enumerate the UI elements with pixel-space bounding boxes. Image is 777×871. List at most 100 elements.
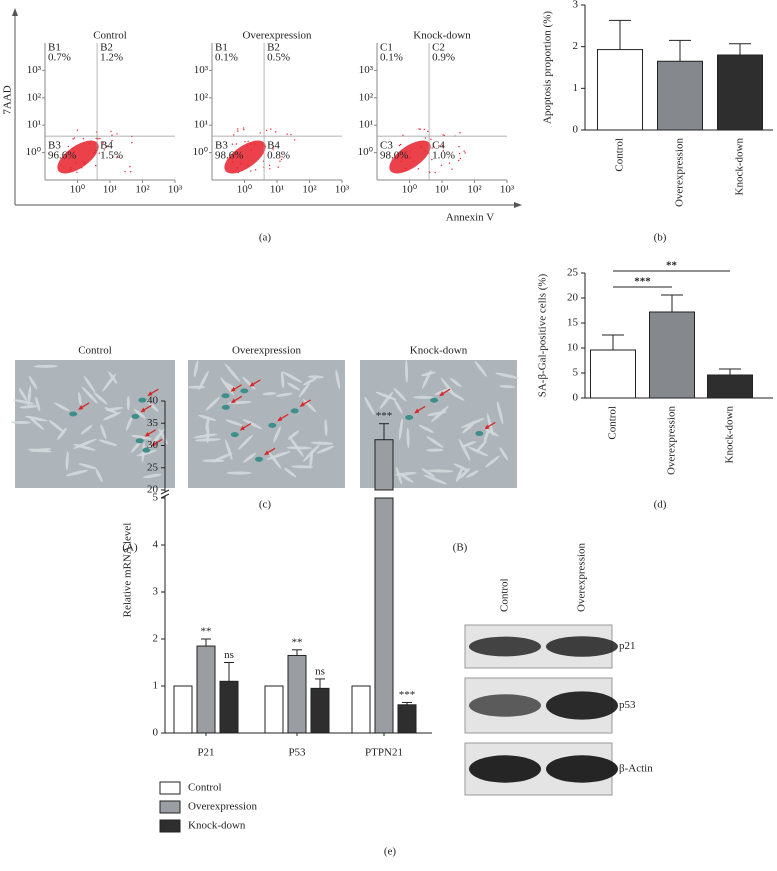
image-title: Knock-down xyxy=(410,345,468,357)
y-tick-label: 5 xyxy=(573,367,579,379)
cell xyxy=(24,415,48,422)
stained-cell xyxy=(240,388,249,394)
cell xyxy=(100,424,107,440)
cell-dot xyxy=(281,156,283,158)
lane-label: Control xyxy=(499,578,511,612)
x-tick-label: PTPN21 xyxy=(365,747,403,759)
band xyxy=(546,636,618,657)
bar xyxy=(657,60,703,131)
cell-dot xyxy=(277,166,279,168)
x-tick-label: Knock-down xyxy=(724,406,736,464)
cell xyxy=(205,396,221,411)
cell xyxy=(406,427,410,449)
x-tick-label: Control xyxy=(614,138,626,172)
cell xyxy=(193,360,199,377)
cell-dot xyxy=(242,127,245,129)
quadrant-value: 98.0% xyxy=(380,150,408,162)
cell-dot xyxy=(464,152,466,154)
arrow-head xyxy=(299,401,305,407)
cell xyxy=(303,377,317,386)
cell-dot xyxy=(419,128,421,130)
cell xyxy=(143,473,162,479)
bar xyxy=(310,687,330,734)
cell xyxy=(324,419,328,437)
cell-dot xyxy=(254,169,257,171)
cell-dot xyxy=(111,139,113,142)
cell xyxy=(136,449,157,457)
cell xyxy=(18,387,28,402)
y-tick-label: 10¹ xyxy=(194,119,208,131)
cell xyxy=(242,419,263,430)
cell xyxy=(309,449,314,469)
y-tick-label: 20 xyxy=(147,484,159,496)
y-tick-label: 25 xyxy=(147,461,159,473)
band xyxy=(546,691,618,720)
cell xyxy=(224,363,240,382)
cell-dot xyxy=(268,164,271,167)
panel-label: (d) xyxy=(654,499,667,511)
x-tick-label: 10² xyxy=(302,184,317,196)
arrow-head xyxy=(264,450,270,456)
arrow-head xyxy=(484,424,490,430)
cell xyxy=(405,359,409,383)
x-tick-label: 10⁰ xyxy=(70,184,86,196)
cell-dot xyxy=(243,128,245,131)
cell xyxy=(375,391,397,401)
cell xyxy=(125,415,133,431)
quadrant-value: 1.2% xyxy=(100,52,123,64)
cell-dot xyxy=(434,171,436,174)
cell xyxy=(456,467,463,482)
bar xyxy=(397,704,417,734)
quadrant-name: B1 xyxy=(215,42,228,54)
cell-dot xyxy=(98,152,101,154)
cell-dot xyxy=(427,130,429,133)
y-tick-label: 0 xyxy=(573,124,579,136)
band-label: p53 xyxy=(619,699,636,711)
legend-label: Control xyxy=(188,782,222,794)
cell xyxy=(126,395,130,411)
cell xyxy=(447,390,465,401)
bar xyxy=(717,54,763,131)
cell-dot xyxy=(410,151,412,153)
cell-dot xyxy=(94,149,97,152)
cell-dot xyxy=(82,137,85,140)
cell xyxy=(426,448,444,452)
cell xyxy=(434,388,449,396)
y-tick-label: 10³ xyxy=(194,64,209,76)
cell-dot xyxy=(244,140,246,143)
cell-dot xyxy=(430,138,432,140)
cell-dot xyxy=(103,149,105,151)
cell xyxy=(413,395,435,399)
cell-dot xyxy=(129,166,131,168)
bar xyxy=(649,311,695,399)
y-tick-label: 10² xyxy=(194,91,209,103)
cell-dot xyxy=(233,154,235,156)
cell-dot xyxy=(88,143,91,145)
bar xyxy=(219,680,239,734)
axis-arrow xyxy=(514,202,522,208)
cell-dot xyxy=(290,133,292,136)
bar xyxy=(351,685,371,734)
cell xyxy=(30,448,52,452)
quadrant-name: C3 xyxy=(380,140,393,152)
cell xyxy=(222,381,237,390)
cell xyxy=(291,465,314,469)
stained-cell xyxy=(255,456,264,462)
cell xyxy=(27,385,32,406)
y-tick-label: 10¹ xyxy=(359,119,373,131)
y-tick-label: 3 xyxy=(153,586,159,598)
cell xyxy=(105,406,123,412)
cell xyxy=(474,360,487,377)
cell-dot xyxy=(280,158,283,161)
cell xyxy=(11,421,31,425)
cell xyxy=(158,428,168,445)
arrow-head xyxy=(230,398,236,404)
cell-cloud xyxy=(57,140,99,174)
cell-dot xyxy=(409,156,411,159)
cell-dot xyxy=(440,164,443,167)
cell xyxy=(364,396,375,416)
legend-label: Knock-down xyxy=(188,820,246,832)
annotation: ns xyxy=(224,649,234,661)
cell-dot xyxy=(459,157,462,160)
y-tick-label: 40 xyxy=(147,395,159,407)
